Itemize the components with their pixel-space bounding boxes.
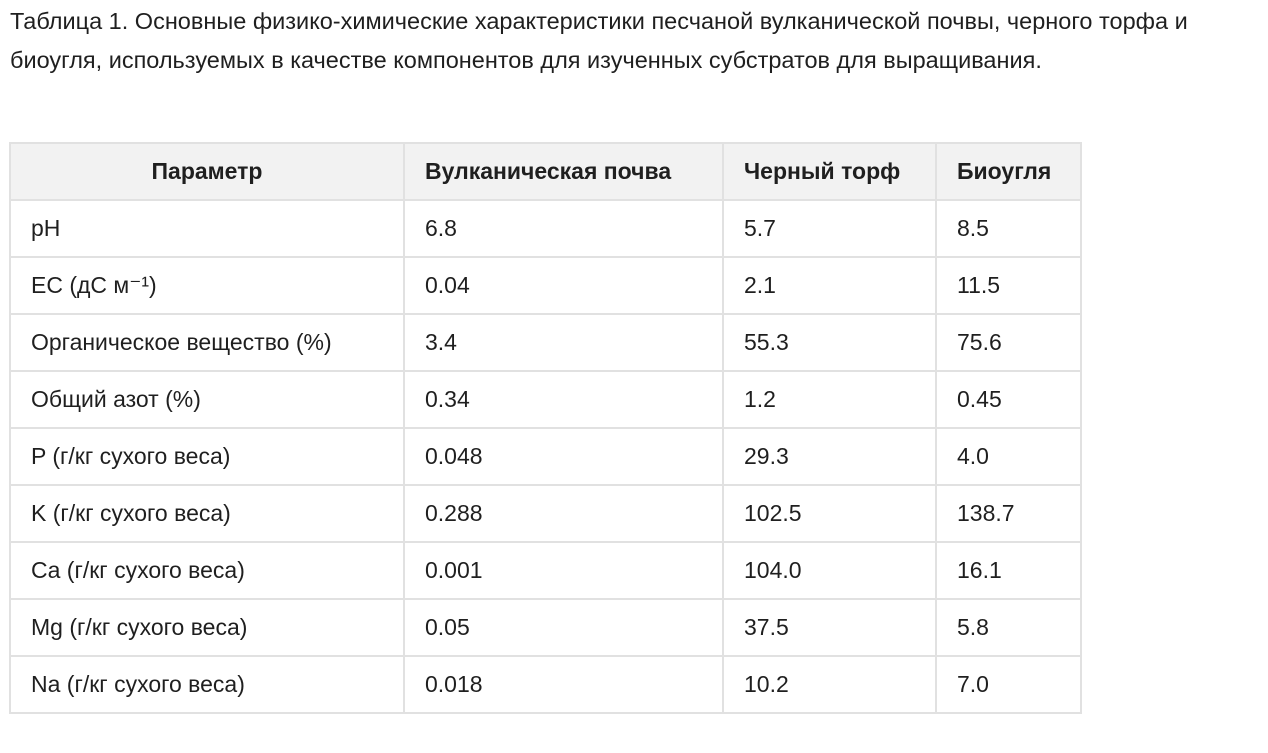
header-cell-biochar: Биоугля	[935, 142, 1082, 201]
cell-black-peat: 55.3	[722, 313, 937, 372]
cell-biochar: 8.5	[935, 199, 1082, 258]
cell-parameter: Общий азот (%)	[9, 370, 405, 429]
cell-black-peat: 1.2	[722, 370, 937, 429]
table-row: Ca (г/кг сухого веса) 0.001 104.0 16.1	[9, 541, 1082, 600]
table-body: pH 6.8 5.7 8.5 EC (дС м⁻¹) 0.04 2.1 11.5…	[9, 199, 1082, 714]
cell-black-peat: 37.5	[722, 598, 937, 657]
cell-parameter: pH	[9, 199, 405, 258]
cell-parameter: Na (г/кг сухого веса)	[9, 655, 405, 714]
cell-volcanic-soil: 0.34	[403, 370, 724, 429]
cell-volcanic-soil: 0.018	[403, 655, 724, 714]
cell-black-peat: 29.3	[722, 427, 937, 486]
cell-black-peat: 102.5	[722, 484, 937, 543]
cell-black-peat: 2.1	[722, 256, 937, 315]
cell-parameter: EC (дС м⁻¹)	[9, 256, 405, 315]
table-row: Общий азот (%) 0.34 1.2 0.45	[9, 370, 1082, 429]
table-row: P (г/кг сухого веса) 0.048 29.3 4.0	[9, 427, 1082, 486]
cell-black-peat: 104.0	[722, 541, 937, 600]
cell-biochar: 16.1	[935, 541, 1082, 600]
cell-biochar: 75.6	[935, 313, 1082, 372]
cell-volcanic-soil: 0.05	[403, 598, 724, 657]
cell-parameter: Mg (г/кг сухого веса)	[9, 598, 405, 657]
table-row: Mg (г/кг сухого веса) 0.05 37.5 5.8	[9, 598, 1082, 657]
table-caption: Таблица 1. Основные физико-химические ха…	[10, 8, 1188, 73]
table-header: Параметр Вулканическая почва Черный торф…	[9, 142, 1082, 201]
header-cell-black-peat: Черный торф	[722, 142, 937, 201]
cell-volcanic-soil: 0.048	[403, 427, 724, 486]
table-row: K (г/кг сухого веса) 0.288 102.5 138.7	[9, 484, 1082, 543]
cell-volcanic-soil: 0.04	[403, 256, 724, 315]
table-row: pH 6.8 5.7 8.5	[9, 199, 1082, 258]
cell-volcanic-soil: 0.288	[403, 484, 724, 543]
table-row: EC (дС м⁻¹) 0.04 2.1 11.5	[9, 256, 1082, 315]
header-cell-volcanic-soil: Вулканическая почва	[403, 142, 724, 201]
data-table: Параметр Вулканическая почва Черный торф…	[9, 142, 1082, 714]
header-cell-parameter: Параметр	[9, 142, 405, 201]
cell-volcanic-soil: 3.4	[403, 313, 724, 372]
cell-parameter: K (г/кг сухого веса)	[9, 484, 405, 543]
cell-biochar: 11.5	[935, 256, 1082, 315]
cell-volcanic-soil: 6.8	[403, 199, 724, 258]
cell-black-peat: 10.2	[722, 655, 937, 714]
cell-volcanic-soil: 0.001	[403, 541, 724, 600]
cell-biochar: 138.7	[935, 484, 1082, 543]
cell-parameter: Ca (г/кг сухого веса)	[9, 541, 405, 600]
header-row: Параметр Вулканическая почва Черный торф…	[9, 142, 1082, 201]
cell-biochar: 4.0	[935, 427, 1082, 486]
cell-biochar: 7.0	[935, 655, 1082, 714]
cell-biochar: 5.8	[935, 598, 1082, 657]
cell-parameter: P (г/кг сухого веса)	[9, 427, 405, 486]
table-row: Na (г/кг сухого веса) 0.018 10.2 7.0	[9, 655, 1082, 714]
cell-parameter: Органическое вещество (%)	[9, 313, 405, 372]
table-row: Органическое вещество (%) 3.4 55.3 75.6	[9, 313, 1082, 372]
cell-black-peat: 5.7	[722, 199, 937, 258]
cell-biochar: 0.45	[935, 370, 1082, 429]
